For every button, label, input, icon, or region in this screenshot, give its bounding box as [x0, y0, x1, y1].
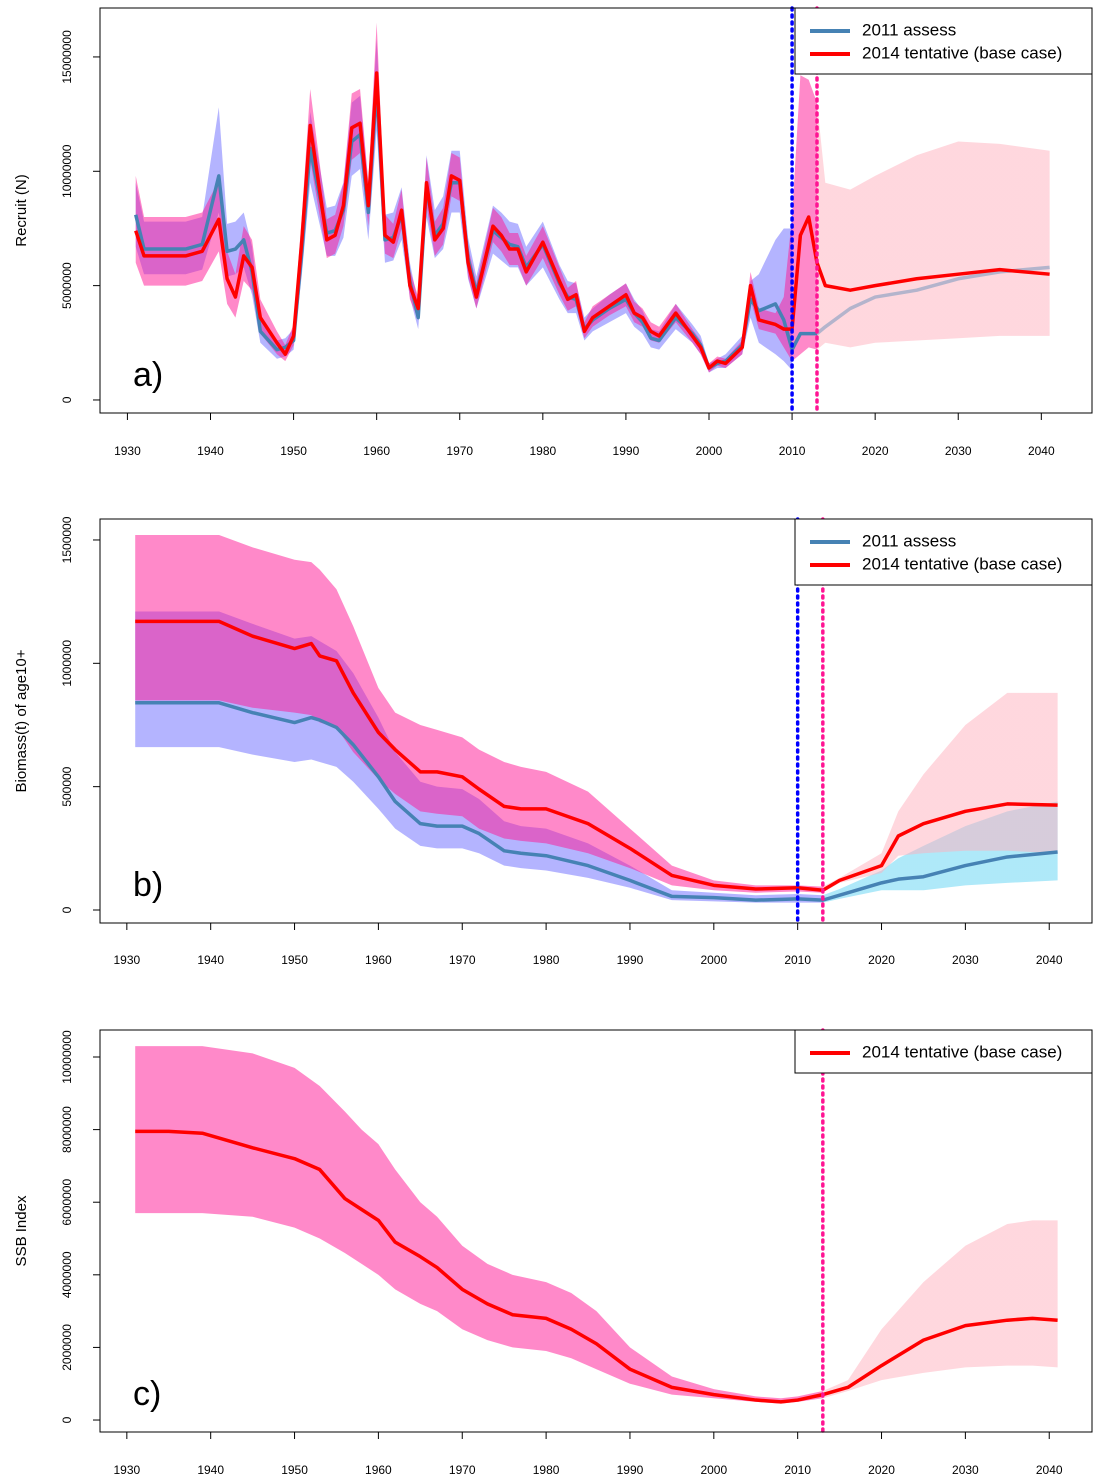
legend-label: 2011 assess	[862, 20, 956, 39]
y-tick-label: 15000000	[60, 30, 74, 84]
y-axis-title: Biomass(t) of age10+	[13, 649, 30, 792]
plot-area	[135, 1046, 1058, 1404]
y-tick-label: 2000000	[60, 1324, 74, 1371]
confidence-band	[135, 22, 1050, 373]
x-tick-label: 1970	[449, 953, 476, 967]
x-tick-label: 2040	[1036, 1463, 1063, 1477]
x-tick-label: 1940	[197, 1463, 224, 1477]
confidence-band	[135, 1046, 1058, 1404]
panel-label: c)	[133, 1375, 161, 1413]
x-tick-label: 1940	[197, 953, 224, 967]
x-tick-label: 1960	[365, 953, 392, 967]
x-tick-label: 1930	[114, 444, 141, 458]
plot-area	[135, 535, 1058, 903]
x-tick-label: 1970	[446, 444, 473, 458]
x-tick-label: 1960	[363, 444, 390, 458]
y-tick-label: 500000	[60, 766, 74, 806]
series-line	[135, 619, 1058, 893]
series-line	[134, 84, 1050, 370]
x-tick-label: 2010	[784, 953, 811, 967]
x-tick-label: 2000	[700, 1463, 727, 1477]
y-tick-label: 0	[60, 906, 74, 913]
x-tick-label: 1930	[113, 1463, 140, 1477]
x-tick-label: 1990	[617, 1463, 644, 1477]
y-axis-title: SSB Index	[13, 1195, 30, 1266]
legend-label: 2014 tentative (base case)	[862, 554, 1062, 573]
y-tick-label: 1000000	[60, 640, 74, 687]
x-tick-label: 2000	[700, 953, 727, 967]
legend-label: 2011 assess	[862, 531, 956, 550]
legend-label: 2014 tentative (base case)	[862, 1042, 1062, 1061]
y-tick-label: 10000000	[60, 1030, 74, 1084]
y-tick-label: 5000000	[60, 262, 74, 309]
x-tick-label: 1990	[613, 444, 640, 458]
legend-label: 2014 tentative (base case)	[862, 43, 1062, 62]
plot-frame	[99, 7, 1093, 414]
plot-frame	[99, 1029, 1093, 1433]
x-tick-label: 2010	[779, 444, 806, 458]
x-tick-label: 1990	[617, 953, 644, 967]
x-tick-label: 1970	[449, 1463, 476, 1477]
series-line	[135, 1129, 1058, 1404]
y-tick-label: 10000000	[60, 144, 74, 198]
x-tick-label: 1980	[533, 1463, 560, 1477]
y-axis-title: Recruit (N)	[13, 174, 30, 247]
x-tick-label: 2030	[952, 1463, 979, 1477]
plot-area	[134, 22, 1050, 373]
series-line	[134, 71, 1050, 370]
x-tick-label: 2040	[1036, 953, 1063, 967]
y-tick-label: 6000000	[60, 1179, 74, 1226]
x-tick-label: 2020	[868, 1463, 895, 1477]
legend-box	[794, 518, 1093, 586]
x-tick-label: 2020	[868, 953, 895, 967]
x-tick-label: 1980	[529, 444, 556, 458]
y-tick-label: 8000000	[60, 1106, 74, 1153]
panel-label: b)	[133, 866, 163, 904]
series-line	[135, 701, 1058, 902]
x-tick-label: 2030	[952, 953, 979, 967]
y-tick-label: 4000000	[60, 1251, 74, 1298]
confidence-band	[135, 535, 1058, 893]
y-tick-label: 0	[60, 1416, 74, 1423]
x-tick-label: 2010	[784, 1463, 811, 1477]
x-tick-label: 1960	[365, 1463, 392, 1477]
plot-frame	[99, 518, 1093, 924]
x-tick-label: 1980	[533, 953, 560, 967]
x-tick-label: 2030	[945, 444, 972, 458]
x-tick-label: 1950	[281, 953, 308, 967]
y-tick-label: 1500000	[60, 516, 74, 563]
x-tick-label: 2000	[696, 444, 723, 458]
x-tick-label: 1950	[280, 444, 307, 458]
x-tick-label: 1940	[197, 444, 224, 458]
x-tick-label: 2040	[1028, 444, 1055, 458]
legend-box	[794, 7, 1093, 75]
x-tick-label: 1930	[113, 953, 140, 967]
y-tick-label: 0	[60, 396, 74, 403]
x-tick-label: 1950	[281, 1463, 308, 1477]
x-tick-label: 2020	[862, 444, 889, 458]
panel-label: a)	[133, 356, 163, 394]
